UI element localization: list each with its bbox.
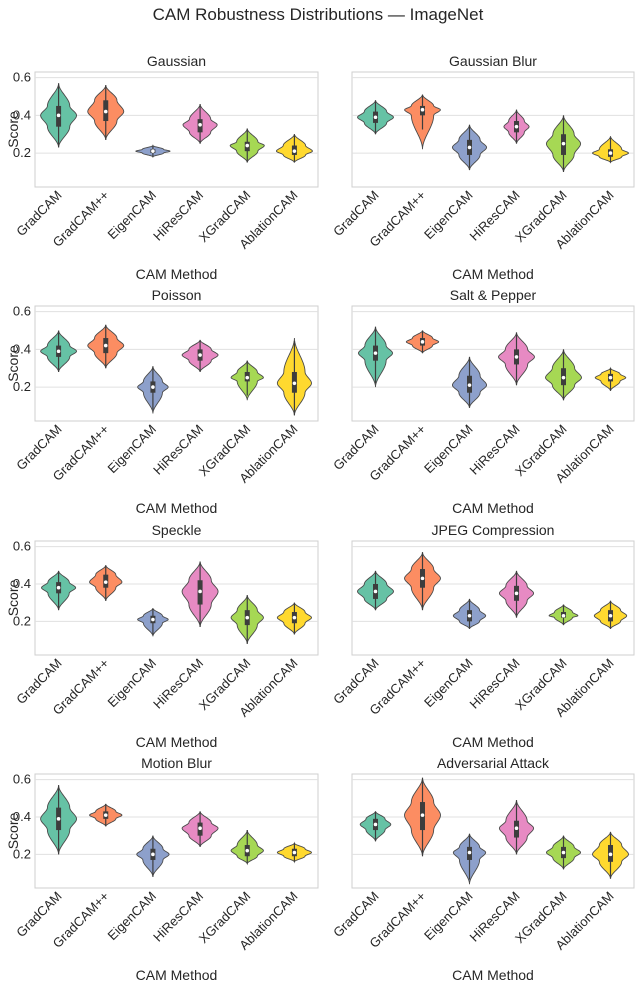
violin-median-point — [151, 617, 155, 622]
violin-median-point — [561, 375, 566, 380]
panel-title: Adversarial Attack — [437, 755, 550, 771]
violin-median-point — [420, 107, 425, 112]
violin-median-point — [514, 355, 519, 359]
panel-title: Salt & Pepper — [450, 287, 537, 303]
plot-area — [34, 773, 319, 889]
violin-median-point — [245, 848, 250, 853]
violin-median-point — [292, 381, 297, 386]
panel-title: Gaussian — [147, 53, 206, 69]
violin-median-point — [373, 351, 378, 355]
x-axis-label: CAM Method — [452, 734, 534, 750]
violin-median-point — [373, 822, 378, 827]
violin-median-point — [56, 113, 61, 118]
violin-median-point — [245, 143, 250, 148]
violin-median-point — [373, 589, 378, 594]
violin-median-point — [103, 343, 108, 348]
violin-median-point — [198, 826, 202, 830]
violin-median-point — [56, 585, 61, 590]
chart-panel-4: Salt & PepperGradCAMGradCAM++EigenCAMHiR… — [330, 287, 635, 516]
violin-median-point — [608, 852, 613, 857]
plot-area — [34, 305, 319, 422]
violin-median-point — [245, 375, 250, 380]
violin-median-point — [420, 813, 425, 817]
y-tick-label: 0.4 — [13, 341, 31, 356]
chart-panel-1: 0.20.40.6GaussianScoreGradCAMGradCAM++Ei… — [5, 53, 319, 282]
violin-median-point — [198, 589, 202, 594]
violin-median-point — [514, 124, 519, 129]
violin-median-point — [561, 613, 566, 618]
violin-median-point — [561, 850, 566, 855]
violin-median-point — [420, 576, 425, 581]
violin-median-point — [420, 340, 425, 344]
violin-median-point — [56, 817, 61, 821]
y-axis-label: Score — [5, 111, 21, 148]
violin-median-point — [373, 115, 378, 120]
plot-area — [351, 305, 635, 422]
violin-median-point — [467, 850, 472, 855]
violin-median-point — [292, 149, 297, 153]
y-tick-label: 0.2 — [13, 379, 31, 394]
violin-median-point — [245, 615, 250, 620]
chart-panel-6: JPEG CompressionGradCAMGradCAM++EigenCAM… — [330, 522, 635, 750]
violin-median-point — [56, 349, 61, 354]
violin-median-point — [561, 141, 566, 146]
violin-median-point — [103, 813, 108, 817]
chart-panel-2: Gaussian BlurGradCAMGradCAM++EigenCAMHiR… — [330, 53, 635, 282]
violin-median-point — [151, 149, 155, 153]
x-axis-label: CAM Method — [452, 500, 534, 516]
y-axis-label: Score — [5, 345, 21, 382]
y-tick-label: 0.6 — [13, 304, 31, 319]
figure-title: CAM Robustness Distributions — ImageNet — [153, 5, 484, 24]
violin-median-point — [103, 580, 108, 584]
x-axis-label: CAM Method — [452, 266, 534, 282]
x-axis-label: CAM Method — [136, 967, 218, 983]
x-axis-label: CAM Method — [452, 967, 534, 983]
y-tick-label: 0.2 — [13, 145, 31, 160]
panel-title: Speckle — [152, 522, 202, 538]
violin-median-point — [151, 385, 155, 389]
violin-median-point — [151, 852, 155, 857]
violin-median-point — [467, 145, 472, 150]
panels-container: 0.20.40.6GaussianScoreGradCAMGradCAM++Ei… — [5, 53, 635, 983]
y-tick-label: 0.4 — [13, 576, 31, 591]
plot-area — [351, 773, 635, 889]
chart-panel-3: 0.20.40.6PoissonScoreGradCAMGradCAM++Eig… — [5, 287, 319, 516]
panel-title: Motion Blur — [141, 755, 212, 771]
violin-median-point — [292, 850, 297, 855]
y-axis-label: Score — [5, 580, 21, 617]
x-axis-label: CAM Method — [136, 734, 218, 750]
x-axis-label: CAM Method — [136, 500, 218, 516]
plot-area — [351, 540, 635, 656]
violin-median-point — [514, 591, 519, 596]
violin-median-point — [608, 151, 613, 155]
violin-median-point — [514, 826, 519, 830]
violin-median-point — [467, 613, 472, 618]
panel-title: JPEG Compression — [432, 522, 555, 538]
violin-median-point — [292, 615, 297, 620]
chart-panel-8: Adversarial AttackGradCAMGradCAM++EigenC… — [330, 755, 635, 983]
panel-title: Gaussian Blur — [449, 53, 537, 69]
y-tick-label: 0.6 — [13, 70, 31, 85]
violin-median-point — [608, 375, 613, 380]
chart-panel-5: 0.20.40.6SpeckleScoreGradCAMGradCAM++Eig… — [5, 522, 319, 750]
x-axis-label: CAM Method — [136, 266, 218, 282]
violin-median-point — [608, 613, 613, 618]
violin-median-point — [198, 122, 202, 127]
y-tick-label: 0.6 — [13, 539, 31, 554]
y-tick-label: 0.2 — [13, 846, 31, 861]
y-tick-label: 0.6 — [13, 772, 31, 787]
violin-median-point — [198, 353, 202, 357]
plot-area — [34, 71, 319, 188]
panel-title: Poisson — [152, 287, 202, 303]
y-tick-label: 0.2 — [13, 613, 31, 628]
y-tick-label: 0.4 — [13, 107, 31, 122]
violin-median-point — [467, 383, 472, 387]
violin-median-point — [103, 109, 108, 114]
plot-area — [351, 71, 635, 188]
plot-area — [34, 540, 319, 656]
y-axis-label: Score — [5, 813, 21, 850]
y-tick-label: 0.4 — [13, 809, 31, 824]
